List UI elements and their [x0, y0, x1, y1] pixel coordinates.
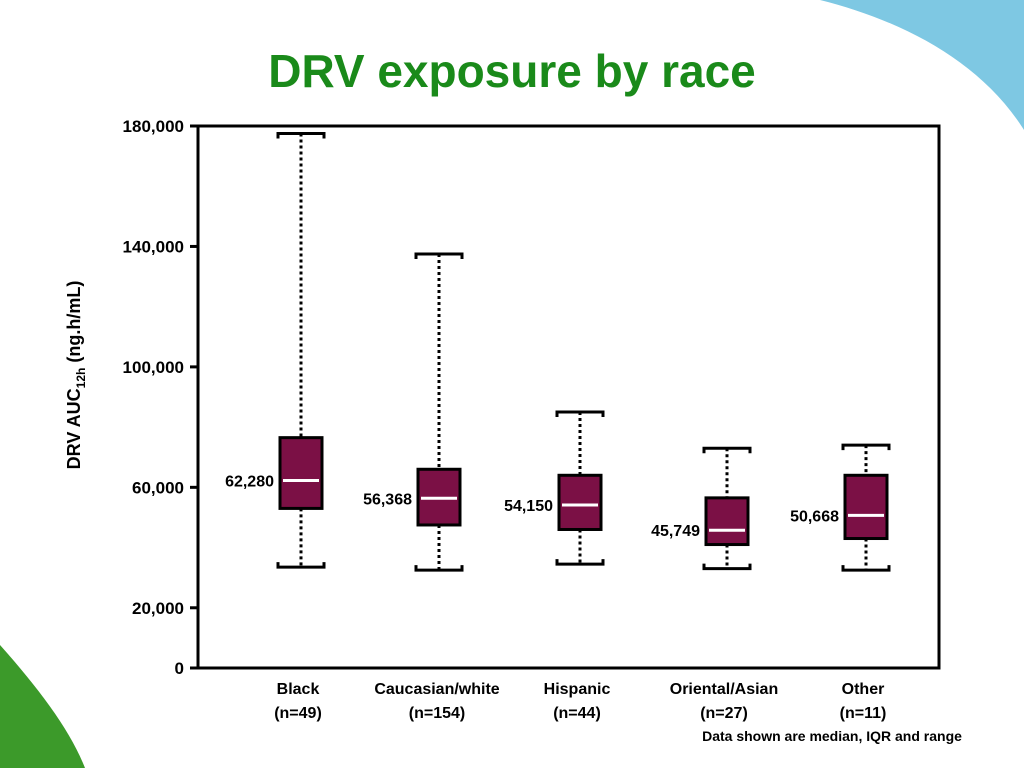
max-cap: [276, 132, 326, 139]
x-category-count: (n=49): [274, 705, 322, 722]
iqr-box: [704, 496, 750, 547]
iqr-box: [557, 473, 603, 531]
box-group: 56,368: [363, 252, 464, 572]
iqr-box: [278, 436, 324, 510]
median-value-label: 54,150: [504, 498, 553, 515]
box-groups: 62,280 56,368 54,150 45,749 50,668: [225, 132, 891, 572]
median-value-label: 56,368: [363, 491, 412, 508]
iqr-box: [843, 473, 889, 541]
bottom-left-green-swoosh: [0, 645, 85, 768]
y-tick-label: 140,000: [123, 237, 184, 256]
median-value-label: 62,280: [225, 473, 274, 490]
max-cap: [841, 443, 891, 451]
max-cap: [555, 410, 605, 418]
x-category-count: (n=44): [553, 705, 601, 722]
y-tick-label: 0: [175, 659, 184, 678]
max-cap: [702, 446, 752, 454]
plot-area-frame: [196, 124, 941, 670]
x-category-count: (n=154): [409, 705, 465, 722]
x-category-label: Hispanic: [544, 681, 611, 698]
y-tick-label: 20,000: [132, 599, 184, 618]
y-tick-label: 60,000: [132, 478, 184, 497]
y-tick-label: 100,000: [123, 358, 184, 377]
min-cap: [276, 562, 326, 569]
x-category-label: Oriental/Asian: [670, 681, 778, 698]
x-category-label: Other: [842, 681, 885, 698]
top-right-blue-swoosh: [820, 0, 1024, 130]
x-category-count: (n=27): [700, 705, 748, 722]
min-cap: [702, 563, 752, 571]
x-category-count: (n=11): [840, 705, 887, 722]
box-group: 62,280: [225, 132, 326, 569]
box-group: 50,668: [790, 443, 891, 572]
x-category-label: Black: [277, 681, 320, 698]
box-group: 54,150: [504, 410, 605, 566]
x-category-label: Caucasian/white: [374, 681, 499, 698]
y-axis: 0 20,000 60,000 100,000 140,000 180,000: [123, 117, 198, 678]
x-axis-labels: Black (n=49) Caucasian/white (n=154) Hispani…: [274, 681, 886, 722]
min-cap: [555, 559, 605, 566]
y-axis-label-main: DRV AUC: [64, 388, 84, 469]
y-axis-label: DRV AUC12h (ng.h/mL): [64, 281, 88, 470]
slide-title: DRV exposure by race: [268, 45, 756, 97]
y-axis-label-subscript: 12h: [74, 368, 88, 389]
y-axis-label-unit: (ng.h/mL): [64, 281, 84, 368]
box-group: 45,749: [651, 446, 752, 571]
max-cap: [414, 252, 464, 259]
median-value-label: 45,749: [651, 523, 700, 540]
footnote: Data shown are median, IQR and range: [702, 728, 962, 744]
y-tick-label: 180,000: [123, 117, 184, 136]
min-cap: [414, 565, 464, 572]
median-value-label: 50,668: [790, 508, 839, 525]
min-cap: [841, 565, 891, 572]
